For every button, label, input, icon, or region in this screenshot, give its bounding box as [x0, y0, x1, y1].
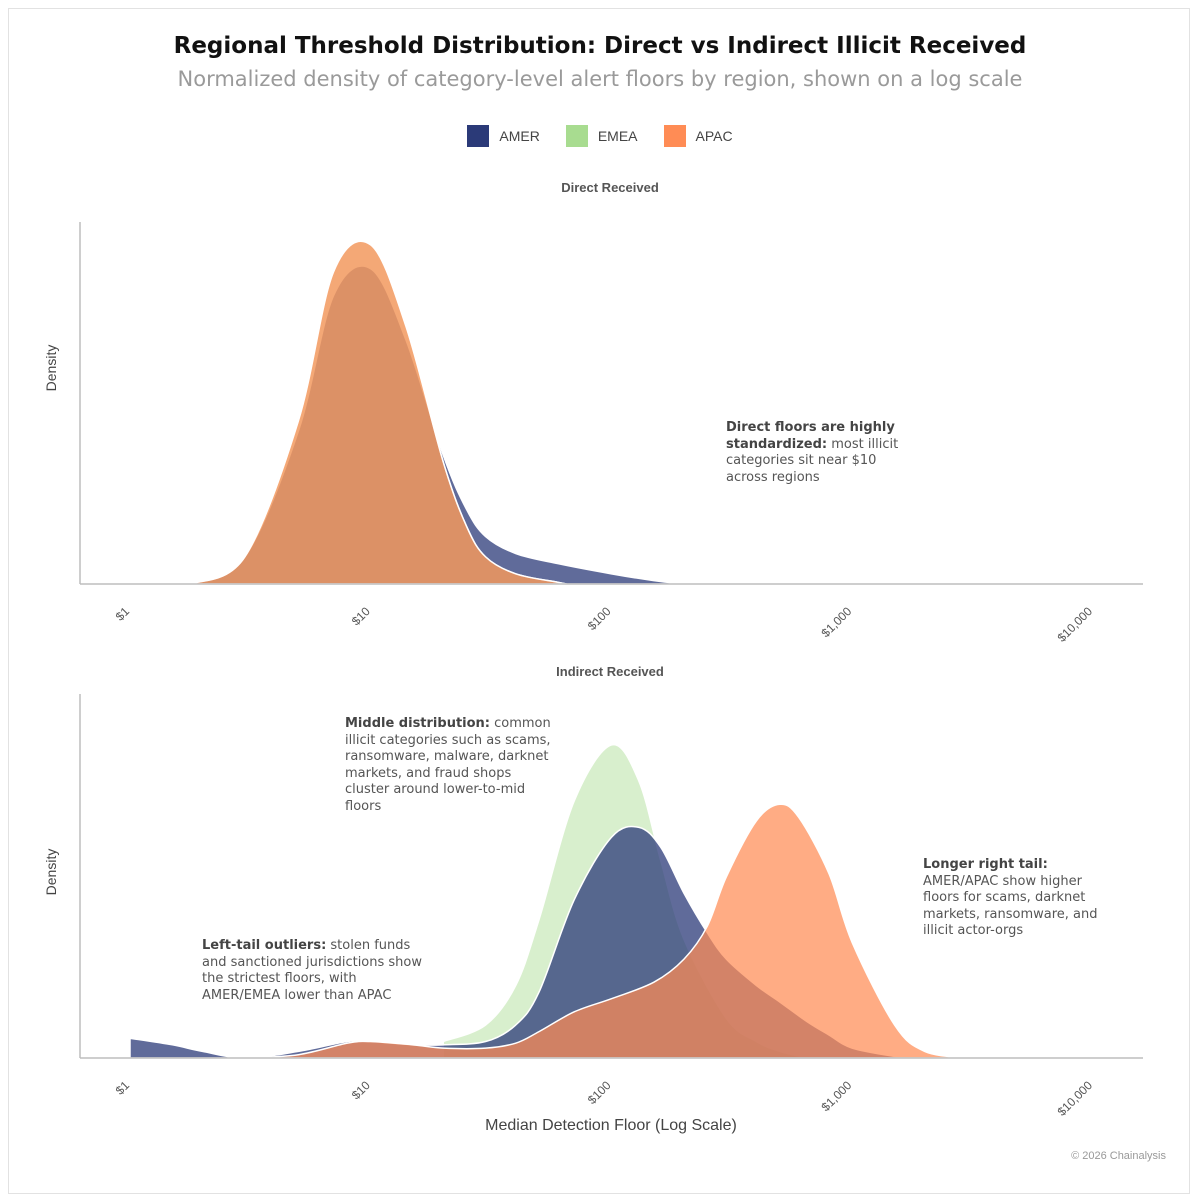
- panel-title-direct: Direct Received: [561, 180, 659, 195]
- y-axis-label-direct: Density: [43, 344, 59, 392]
- legend-item-apac: APAC: [663, 125, 733, 147]
- annotation-direct-standardized: Direct floors are highly standardized: m…: [726, 420, 901, 486]
- legend-swatch-amer: [467, 125, 490, 147]
- chart-title: Regional Threshold Distribution: Direct …: [173, 33, 1027, 59]
- legend-swatch-apac: [663, 125, 686, 147]
- x-axis-label: Median Detection Floor (Log Scale): [485, 1117, 737, 1134]
- legend-item-emea: EMEA: [565, 125, 638, 147]
- legend: AMER EMEA APAC: [0, 125, 1200, 147]
- legend-label-amer: AMER: [499, 128, 540, 144]
- legend-label-emea: EMEA: [597, 128, 638, 144]
- chart-subtitle: Normalized density of category-level ale…: [177, 67, 1023, 91]
- legend-item-amer: AMER: [467, 125, 540, 147]
- annotation-middle-distribution-heading: Middle distribution:: [345, 716, 490, 731]
- annotation-right-tail-heading: Longer right tail:: [923, 857, 1048, 872]
- annotation-direct-standardized-text: most illicit categories sit near $10 acr…: [726, 436, 899, 485]
- y-axis-label-indirect: Density: [43, 848, 59, 896]
- annotation-left-tail-heading: Left-tail outliers:: [202, 938, 327, 953]
- annotation-right-tail-text: AMER/APAC show higher floors for scams, …: [923, 873, 1098, 939]
- annotation-direct-standardized-heading: Direct floors are highly standardized:: [726, 420, 895, 452]
- panel-title-indirect: Indirect Received: [556, 664, 664, 679]
- annotation-middle-distribution-text: common illicit categories such as scams,…: [345, 716, 551, 814]
- annotation-left-tail-text: stolen funds and sanctioned jurisdiction…: [202, 938, 422, 1003]
- legend-swatch-emea: [565, 125, 588, 147]
- annotation-middle-distribution: Middle distribution: common illicit cate…: [345, 716, 555, 815]
- copyright: © 2026 Chainalysis: [1071, 1150, 1166, 1162]
- annotation-left-tail: Left-tail outliers: stolen funds and san…: [202, 938, 424, 1004]
- figure-frame: [8, 8, 1190, 1194]
- legend-label-apac: APAC: [695, 128, 733, 144]
- annotation-right-tail: Longer right tail: AMER/APAC show higher…: [923, 857, 1098, 940]
